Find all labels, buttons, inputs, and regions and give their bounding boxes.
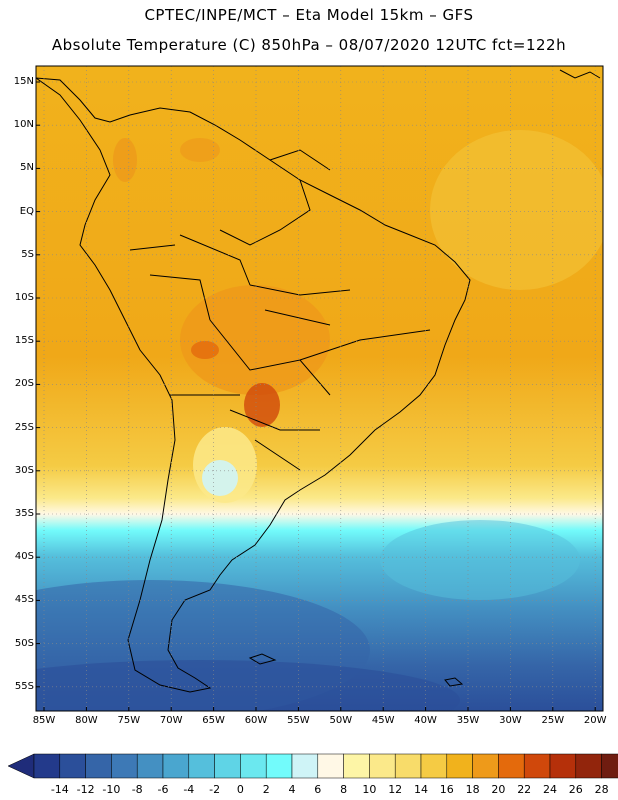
colorbar-tick-label: 18 xyxy=(465,783,480,796)
colorbar-tick-label: 2 xyxy=(262,783,270,796)
colorbar-tick-label: 6 xyxy=(314,783,322,796)
colorbar-tick-label: 26 xyxy=(568,783,583,796)
colorbar-swatch xyxy=(111,753,138,779)
colorbar-swatch xyxy=(59,753,86,779)
lat-label: 20S xyxy=(14,378,34,390)
axis-ticks xyxy=(36,81,596,711)
lat-label: 10S xyxy=(14,292,34,303)
colorbar-swatch xyxy=(291,753,319,779)
temperature-field xyxy=(36,66,603,711)
colorbar-swatch xyxy=(85,753,112,779)
colorbar-tick-label: -10 xyxy=(102,783,121,796)
lat-label: 55S xyxy=(14,680,34,692)
colorbar-tick-label: 14 xyxy=(414,783,428,796)
colorbar-tick-label: -6 xyxy=(157,783,169,796)
lon-label: 70W xyxy=(159,715,183,726)
lat-label: 30S xyxy=(14,464,34,476)
coastlines xyxy=(36,69,601,693)
lat-label: 5S xyxy=(21,248,34,260)
colorbar-tick-label: 8 xyxy=(340,783,348,796)
lat-label: 35S xyxy=(14,508,34,519)
colorbar-swatch xyxy=(498,753,525,779)
lon-label: 45W xyxy=(371,715,395,726)
colorbar-swatch xyxy=(549,753,577,779)
colorbar-tick-label: 24 xyxy=(543,783,557,796)
colorbar-swatch xyxy=(136,753,164,779)
lon-label: 40W xyxy=(414,715,437,726)
lon-label: 60W xyxy=(244,715,268,726)
lat-label: 50S xyxy=(14,637,34,649)
colorbar-underflow xyxy=(7,753,35,779)
colorbar-tick-label: -2 xyxy=(209,783,221,796)
colorbar-swatch xyxy=(446,753,473,779)
map-title: CPTEC/INPE/MCT – Eta Model 15km – GFS xyxy=(144,6,474,24)
colorbar-swatch xyxy=(472,753,499,779)
colorbar-swatch xyxy=(394,753,422,779)
graticule xyxy=(36,66,603,711)
lat-label: 25S xyxy=(14,421,34,433)
lon-label: 75W xyxy=(117,715,141,726)
colorbar-swatch xyxy=(162,753,190,779)
colorbar-tick-label: -14 xyxy=(50,783,69,796)
colorbar-swatch xyxy=(420,753,448,779)
lon-label: 85W xyxy=(32,715,56,726)
lat-label: 10N xyxy=(13,119,34,131)
colorbar-tick-label: 4 xyxy=(288,783,296,796)
colorbar-swatch xyxy=(33,753,61,779)
lon-label: 25W xyxy=(541,715,565,726)
colorbar-swatch xyxy=(523,753,551,779)
lon-label: 65W xyxy=(202,715,225,726)
lon-label: 30W xyxy=(499,715,522,726)
map-subtitle: Absolute Temperature (C) 850hPa – 08/07/… xyxy=(51,36,567,54)
colorbar-swatch xyxy=(265,753,293,779)
colorbar-tick-label: 0 xyxy=(236,783,244,796)
colorbar-swatch xyxy=(214,753,241,779)
colorbar-tick-label: 22 xyxy=(517,783,532,796)
colorbar-tick-label: 20 xyxy=(491,783,506,796)
colorbar-swatch xyxy=(188,753,215,779)
lat-label: 45S xyxy=(14,594,34,606)
lon-label: 20W xyxy=(583,715,607,726)
lon-label: 80W xyxy=(75,715,98,726)
map-frame xyxy=(35,65,604,712)
colorbar xyxy=(7,753,618,779)
colorbar-swatch xyxy=(343,753,370,779)
lat-label: 15S xyxy=(14,335,34,347)
colorbar-tick-label: 12 xyxy=(388,783,403,796)
lon-label: 35W xyxy=(456,715,480,726)
lon-label: 55W xyxy=(287,715,310,726)
lat-label: EQ xyxy=(19,205,34,217)
colorbar-swatch xyxy=(240,753,267,779)
lat-label: 5N xyxy=(20,162,34,174)
colorbar-tick-label: 28 xyxy=(594,783,609,796)
lon-label: 50W xyxy=(329,715,353,726)
colorbar-swatch xyxy=(317,753,344,779)
colorbar-tick-label: -8 xyxy=(131,783,143,796)
colorbar-tick-label: 10 xyxy=(362,783,377,796)
lat-label: 40S xyxy=(14,551,34,563)
colorbar-tick-label: -4 xyxy=(183,783,195,796)
lat-label: 15N xyxy=(13,76,34,87)
colorbar-tick-label: -12 xyxy=(76,783,95,796)
colorbar-swatch xyxy=(369,753,396,779)
colorbar-swatch xyxy=(601,753,618,779)
colorbar-tick-label: 16 xyxy=(439,783,454,796)
colorbar-swatch xyxy=(575,753,602,779)
